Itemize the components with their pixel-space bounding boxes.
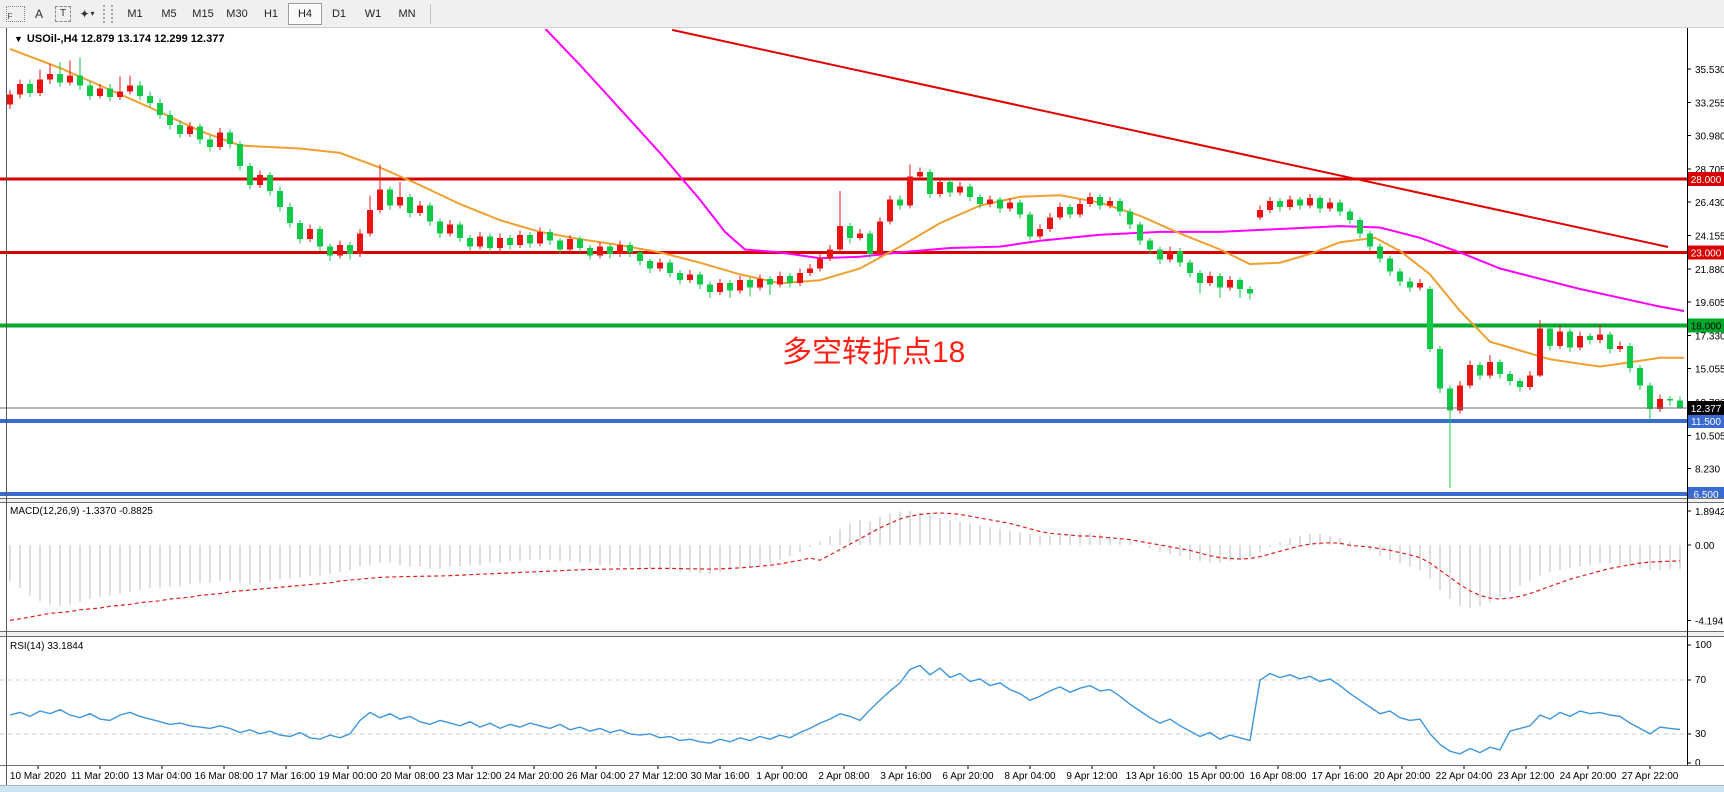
timeframe-d1-button[interactable]: D1 [331, 7, 347, 20]
svg-text:17.330: 17.330 [1695, 331, 1724, 342]
dropdown-caret-icon[interactable]: ▾ [90, 9, 95, 18]
timeframe-mn-button[interactable]: MN [398, 7, 416, 20]
svg-text:24.155: 24.155 [1695, 231, 1724, 242]
text-label-icon[interactable]: T [52, 3, 74, 25]
svg-text:12.377: 12.377 [1691, 404, 1722, 415]
timeframe-w1-button[interactable]: W1 [364, 7, 382, 20]
objects-glyph: ✦ [79, 6, 90, 21]
collapse-arrow-icon[interactable]: ▼ [14, 34, 23, 44]
symbol-ohlc-text: USOil-,H4 12.879 13.174 12.299 12.377 [26, 33, 225, 45]
time-axis-label: 11 Mar 20:00 [71, 771, 130, 782]
time-axis-label: 13 Mar 04:00 [133, 771, 192, 782]
price-axis-border [1687, 28, 1688, 765]
time-axis-label: 1 Apr 00:00 [756, 771, 808, 782]
window-bottom-strip [0, 785, 1724, 792]
svg-text:28.705: 28.705 [1695, 165, 1724, 176]
time-axis-label: 24 Mar 20:00 [505, 771, 564, 782]
time-axis-label: 16 Apr 08:00 [1250, 771, 1307, 782]
time-axis-label: 23 Apr 12:00 [1498, 771, 1555, 782]
macd-name: MACD(12,26,9) [10, 506, 80, 517]
svg-text:11.500: 11.500 [1691, 417, 1721, 428]
timeframe-m30-button[interactable]: M30 [226, 7, 248, 20]
time-axis-label: 17 Apr 16:00 [1312, 771, 1369, 782]
timeframe-m1-button[interactable]: M1 [127, 7, 143, 20]
time-axis-label: 10 Mar 2020 [10, 771, 67, 782]
toolbar-separator [430, 3, 431, 24]
time-axis-label: 27 Mar 12:00 [629, 771, 688, 782]
svg-text:33.255: 33.255 [1695, 98, 1724, 109]
svg-text:35.530: 35.530 [1695, 65, 1724, 76]
pane-separator[interactable] [0, 631, 1724, 637]
svg-text:0.00: 0.00 [1695, 541, 1715, 552]
time-axis-label: 17 Mar 16:00 [257, 771, 316, 782]
text-label-glyph: T [55, 5, 71, 22]
svg-text:28.000: 28.000 [1691, 175, 1722, 186]
timeframe-button-group: M1 M5 M15 M30 H1 H4 D1 W1 MN [118, 2, 424, 25]
svg-text:30.980: 30.980 [1695, 132, 1724, 143]
time-axis-label: 24 Apr 20:00 [1560, 771, 1617, 782]
svg-text:8.230: 8.230 [1695, 465, 1720, 476]
time-axis-label: 20 Mar 08:00 [381, 771, 440, 782]
pane-separator [0, 765, 1724, 766]
svg-text:21.880: 21.880 [1695, 265, 1724, 276]
toolbar: F A T ✦ ▾ M1 M5 M15 M30 H1 H4 D1 W1 MN [0, 0, 1724, 28]
svg-text:23.000: 23.000 [1691, 248, 1722, 259]
time-axis-label: 3 Apr 16:00 [880, 771, 932, 782]
macd-values: -1.3370 -0.8825 [82, 506, 153, 517]
svg-text:26.430: 26.430 [1695, 198, 1724, 209]
chart-template-glyph: F [5, 5, 25, 22]
chart-left-border [6, 28, 7, 785]
pane-separator[interactable] [0, 498, 1724, 503]
toolbar-grip[interactable] [103, 4, 113, 23]
time-axis-label: 2 Apr 08:00 [818, 771, 870, 782]
svg-text:15.055: 15.055 [1695, 365, 1724, 376]
annotation-text[interactable]: 多空转折点18 [782, 336, 966, 369]
font-glyph: A [34, 6, 43, 21]
time-axis-label: 16 Mar 08:00 [195, 771, 254, 782]
time-axis-label: 23 Mar 12:00 [443, 771, 502, 782]
svg-text:6.500: 6.500 [1693, 490, 1718, 499]
symbol-ohlc-label: ▼ USOil-,H4 12.879 13.174 12.299 12.377 [14, 33, 224, 45]
svg-text:30: 30 [1695, 729, 1707, 740]
svg-text:0: 0 [1695, 758, 1701, 765]
rsi-indicator-label: RSI(14) 33.1844 [10, 641, 83, 652]
svg-text:70: 70 [1695, 675, 1707, 686]
time-axis-label: 6 Apr 20:00 [942, 771, 994, 782]
svg-text:1.8942: 1.8942 [1695, 507, 1724, 518]
timeframe-h4-button[interactable]: H4 [288, 2, 322, 25]
timeframe-h1-button[interactable]: H1 [263, 7, 279, 20]
time-axis[interactable]: 10 Mar 2020 11 Mar 20:00 13 Mar 04:00 16 Ma… [0, 766, 1724, 785]
time-axis-label: 22 Apr 04:00 [1436, 771, 1493, 782]
rsi-value: 33.1844 [47, 641, 84, 652]
time-axis-label: 13 Apr 16:00 [1126, 771, 1183, 782]
time-axis-label: 19 Mar 00:00 [319, 771, 378, 782]
timeframe-m5-button[interactable]: M5 [161, 7, 177, 20]
time-axis-label: 27 Apr 22:00 [1622, 771, 1679, 782]
time-axis-label: 8 Apr 04:00 [1004, 771, 1056, 782]
rsi-name: RSI(14) [10, 641, 45, 652]
time-axis-label: 30 Mar 16:00 [691, 771, 750, 782]
time-axis-label: 20 Apr 20:00 [1374, 771, 1431, 782]
time-axis-label: 26 Mar 04:00 [567, 771, 626, 782]
time-axis-label: 9 Apr 12:00 [1066, 771, 1118, 782]
time-axis-label: 15 Apr 00:00 [1188, 771, 1245, 782]
svg-text:18.000: 18.000 [1691, 322, 1722, 333]
svg-text:-4.1943: -4.1943 [1695, 616, 1724, 627]
svg-text:10.505: 10.505 [1695, 431, 1724, 442]
objects-icon[interactable]: ✦ ▾ [76, 3, 98, 25]
svg-text:19.605: 19.605 [1695, 298, 1724, 309]
macd-indicator-label: MACD(12,26,9) -1.3370 -0.8825 [10, 506, 153, 517]
timeframe-m15-button[interactable]: M15 [192, 7, 214, 20]
font-icon[interactable]: A [28, 3, 50, 25]
svg-text:100: 100 [1695, 640, 1712, 651]
chart-template-icon[interactable]: F [4, 3, 26, 25]
